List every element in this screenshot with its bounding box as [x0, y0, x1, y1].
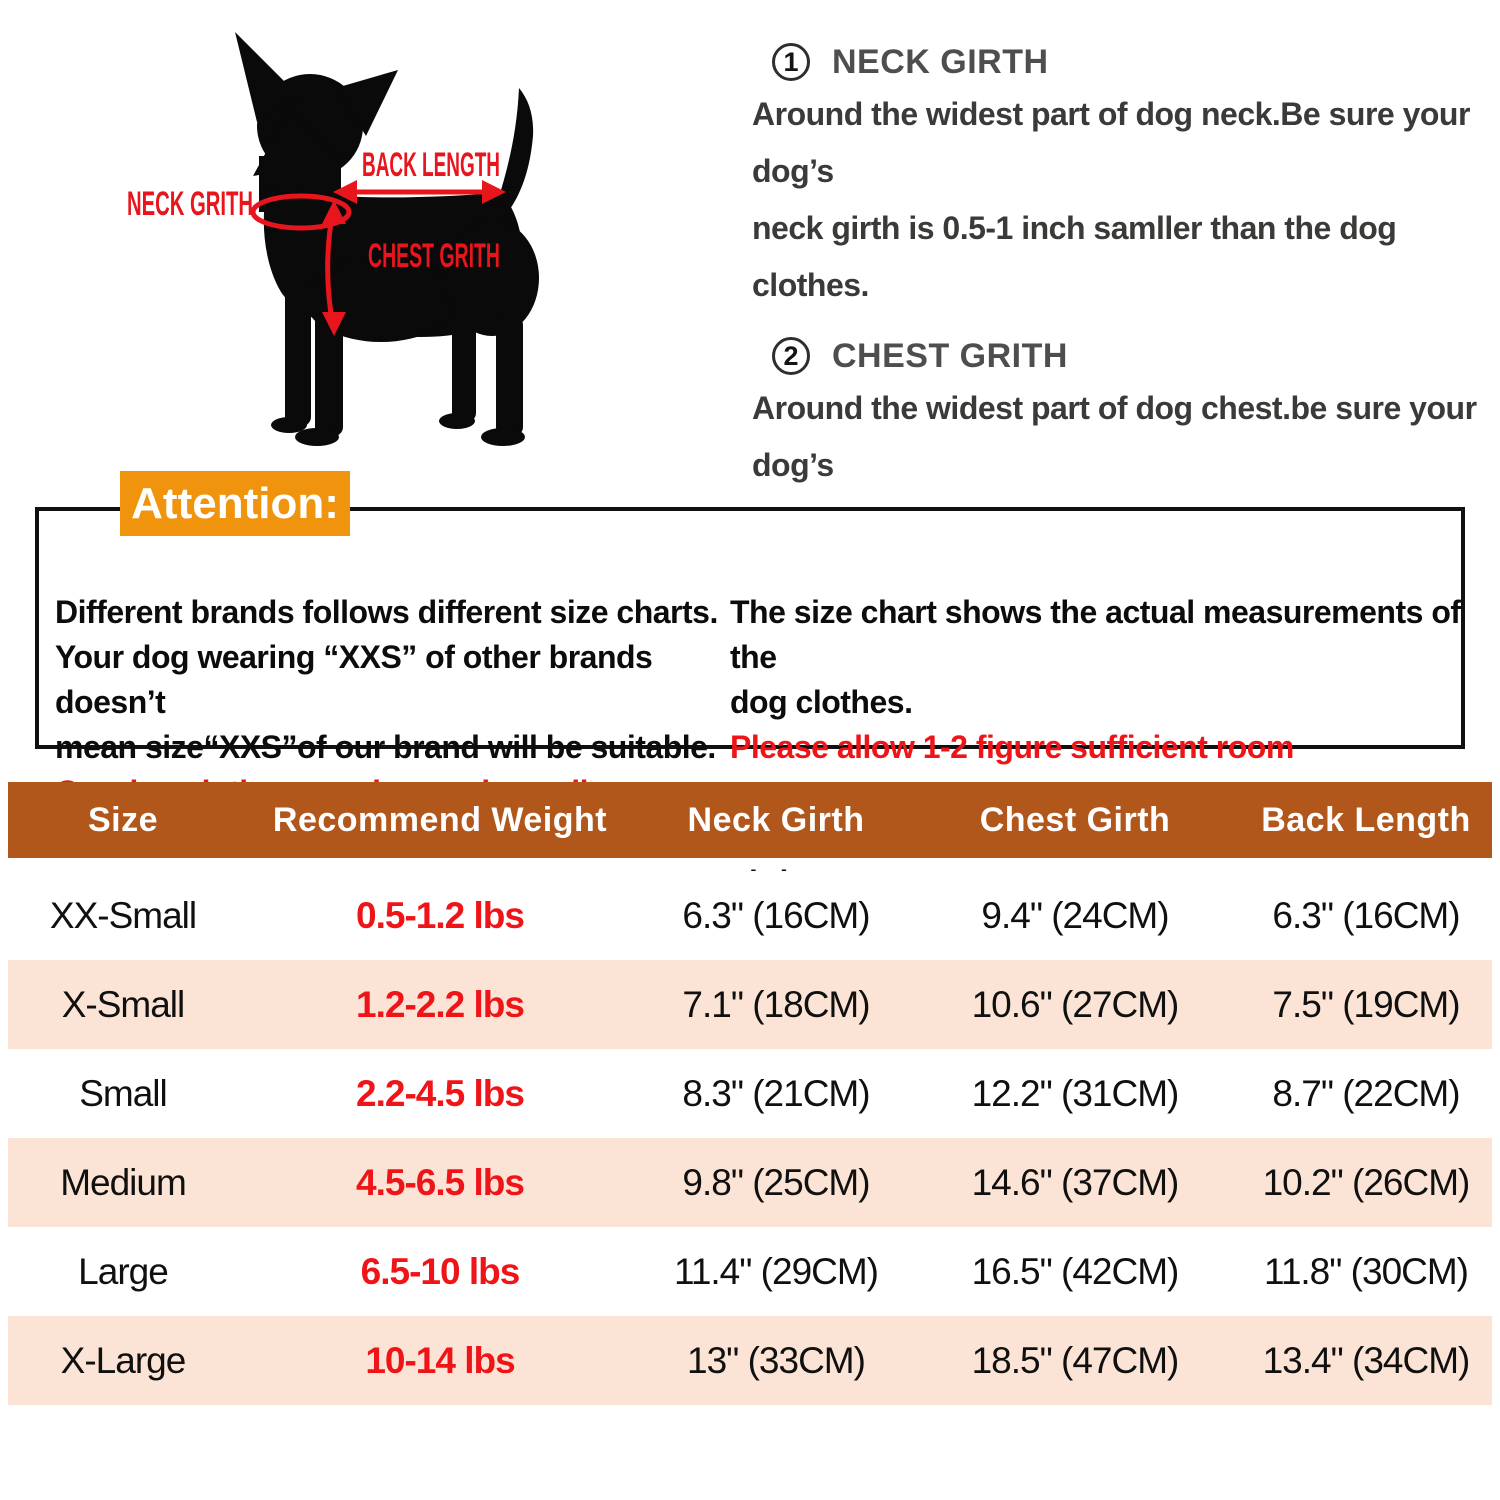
size-chart-table: Size Recommend Weight Neck Girth Chest G… — [8, 782, 1492, 1405]
instruction-body-neck-girth: Around the widest part of dog neck.Be su… — [752, 96, 1470, 303]
table-cell-neck: 13" (33CM) — [642, 1316, 910, 1405]
table-cell-chest: 12.2" (31CM) — [910, 1049, 1240, 1138]
chest-girth-label: CHEST GRITH — [368, 237, 500, 275]
table-cell-size: X-Small — [8, 960, 238, 1049]
table-cell-weight: 6.5-10 lbs — [238, 1227, 642, 1316]
dog-silhouette — [235, 32, 539, 446]
table-cell-back: 11.8" (30CM) — [1240, 1227, 1492, 1316]
table-cell-back: 13.4" (34CM) — [1240, 1316, 1492, 1405]
table-cell-back: 7.5" (19CM) — [1240, 960, 1492, 1049]
column-header-neck-girth: Neck Girth — [642, 782, 910, 858]
table-cell-weight: 4.5-6.5 lbs — [238, 1138, 642, 1227]
column-header-size: Size — [8, 782, 238, 858]
table-cell-neck: 7.1" (18CM) — [642, 960, 910, 1049]
column-header-recommend-weight: Recommend Weight — [238, 782, 642, 858]
dog-measurement-diagram: NECK GRITH BACK LENGTH CHEST GRITH — [127, 32, 539, 446]
table-cell-chest: 14.6" (37CM) — [910, 1138, 1240, 1227]
table-cell-back: 8.7" (22CM) — [1240, 1049, 1492, 1138]
attention-right-black-text-1: The size chart shows the actual measurem… — [730, 594, 1461, 720]
table-cell-neck: 8.3" (21CM) — [642, 1049, 910, 1138]
table-cell-weight: 2.2-4.5 lbs — [238, 1049, 642, 1138]
attention-left-black-text: Different brands follows different size … — [55, 594, 718, 765]
number-2-circle-icon: 2 — [772, 337, 810, 375]
table-cell-neck: 11.4" (29CM) — [642, 1227, 910, 1316]
instruction-heading-neck-girth: 1 NECK GIRTH — [772, 38, 1497, 86]
table-cell-back: 10.2" (26CM) — [1240, 1138, 1492, 1227]
table-cell-weight: 0.5-1.2 lbs — [238, 871, 642, 960]
table-cell-neck: 6.3" (16CM) — [642, 871, 910, 960]
table-cell-size: Medium — [8, 1138, 238, 1227]
table-cell-weight: 1.2-2.2 lbs — [238, 960, 642, 1049]
table-cell-size: X-Large — [8, 1316, 238, 1405]
number-1-circle-icon: 1 — [772, 43, 810, 81]
table-cell-size: XX-Small — [8, 871, 238, 960]
instruction-heading-chest-girth: 2 CHEST GRITH — [772, 332, 1497, 380]
table-cell-weight: 10-14 lbs — [238, 1316, 642, 1405]
column-header-chest-girth: Chest Girth — [910, 782, 1240, 858]
back-length-arrow — [333, 180, 506, 204]
back-length-label: BACK LENGTH — [362, 146, 500, 184]
table-cell-size: Small — [8, 1049, 238, 1138]
table-cell-size: Large — [8, 1227, 238, 1316]
table-cell-chest: 18.5" (47CM) — [910, 1316, 1240, 1405]
attention-right-red-text: Please allow 1-2 figure sufficient room — [730, 729, 1294, 765]
table-cell-chest: 16.5" (42CM) — [910, 1227, 1240, 1316]
column-header-back-length: Back Length — [1240, 782, 1492, 858]
neck-girth-ring — [250, 193, 352, 231]
attention-label: Attention: — [120, 471, 350, 536]
instruction-title: CHEST GRITH — [832, 336, 1068, 375]
table-cell-chest: 9.4" (24CM) — [910, 871, 1240, 960]
table-cell-back: 6.3" (16CM) — [1240, 871, 1492, 960]
instruction-title: NECK GIRTH — [832, 42, 1049, 81]
chest-girth-arrow — [322, 200, 346, 336]
attention-box — [35, 507, 1465, 749]
attention-text-left: Different brands follows different size … — [55, 545, 727, 860]
table-cell-chest: 10.6" (27CM) — [910, 960, 1240, 1049]
table-cell-neck: 9.8" (25CM) — [642, 1138, 910, 1227]
neck-girth-label: NECK GRITH — [127, 185, 253, 223]
